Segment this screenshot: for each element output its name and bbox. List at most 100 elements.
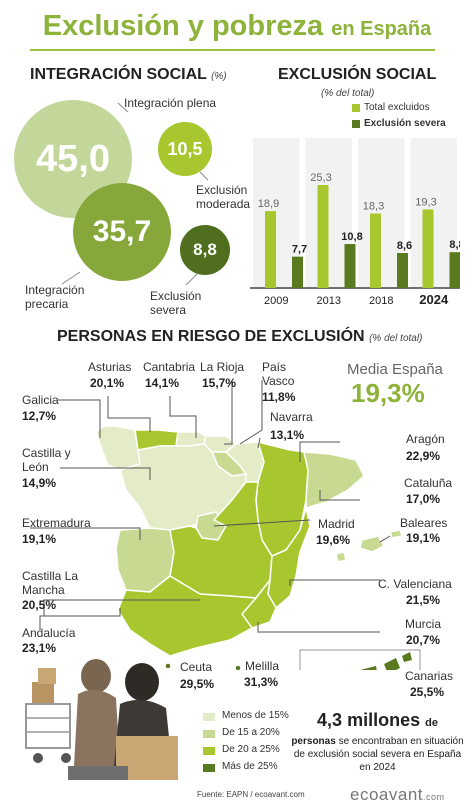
legend-swatch-0 [203, 713, 215, 721]
page-title: Exclusión y pobreza en España [42, 10, 432, 42]
region-value-murcia: 20,7% [406, 633, 441, 647]
exclusion-unit: (% del total) [321, 88, 375, 99]
bar-label-2009-total: 18,9 [258, 198, 279, 210]
bar-category-2024: 2024 [419, 292, 449, 307]
region-value-navarra: 13,1% [270, 428, 305, 442]
region-value-aragon: 22,9% [406, 449, 441, 463]
label-integracion-plena: Integración plena [124, 96, 217, 110]
region-andalucia [117, 575, 257, 657]
region-value-rioja: 15,7% [202, 376, 237, 390]
region-melilla [234, 664, 242, 670]
bar-2009-severa [292, 256, 303, 288]
highlight-block: 4,3 millones de personas se encontraban … [290, 710, 465, 774]
region-name-pvasco: País Vasco [262, 360, 295, 388]
region-name-valenciana: C. Valenciana [378, 577, 452, 591]
region-value-asturias: 20,1% [90, 376, 125, 390]
region-ceuta [164, 662, 172, 670]
legend-label-3: Más de 25% [222, 761, 278, 772]
bar-2024-severa [449, 252, 460, 288]
source-text: Fuente: EAPN / ecoavant.com [197, 790, 305, 799]
integracion-heading: INTEGRACIÓN SOCIAL (%) [30, 66, 227, 83]
region-name-cyl: Castilla y León [22, 446, 71, 474]
region-name-canarias: Canarias [405, 669, 454, 683]
region-name-aragon: Aragón [406, 432, 445, 446]
bar-label-2018-total: 18,3 [363, 201, 384, 213]
region-name-cantabria: Cantabria [143, 360, 196, 374]
bar-category-2009: 2009 [264, 295, 288, 307]
spain-map [30, 380, 421, 670]
bubble-exclusion-severa: 8,8 [180, 225, 230, 275]
region-canarias-3 [360, 666, 377, 670]
region-value-valenciana: 21,5% [406, 593, 441, 607]
region-name-ceuta: Ceuta [180, 660, 213, 674]
region-value-galicia: 12,7% [22, 409, 57, 423]
bar-group-bg-2024 [410, 138, 457, 288]
region-value-canarias: 25,5% [410, 685, 445, 699]
region-value-extremadura: 19,1% [22, 532, 57, 546]
title-divider [30, 49, 435, 51]
bar-category-2018: 2018 [369, 295, 393, 307]
bar-label-2024-total: 19,3 [415, 196, 436, 208]
region-name-clm: Castilla La Mancha [22, 569, 79, 597]
bar-label-2024-severa: 8,8 [449, 239, 460, 251]
region-value-melilla: 31,3% [244, 675, 279, 689]
region-value-ceuta: 29,5% [180, 677, 215, 691]
media-label: Media España [347, 361, 443, 378]
riesgo-heading: PERSONAS EN RIESGO DE EXCLUSIÓN (% del t… [57, 328, 423, 345]
legend-swatch-3 [203, 764, 215, 772]
bar-2024-total [422, 209, 434, 288]
region-value-pvasco: 11,8% [262, 390, 296, 404]
bar-label-2013-total: 25,3 [310, 172, 331, 184]
region-canarias-4 [384, 658, 400, 670]
bar-2009-total [265, 211, 276, 288]
bar-2013-severa [344, 244, 356, 288]
legend-swatch-2 [203, 747, 215, 755]
region-name-rioja: La Rioja [200, 360, 245, 374]
region-name-asturias: Asturias [88, 360, 132, 374]
region-name-melilla: Melilla [245, 659, 280, 673]
bar-label-2018-severa: 8,6 [397, 240, 412, 252]
legend-swatch-1 [203, 730, 215, 738]
bar-group-bg-2013 [305, 138, 352, 288]
bubble-exclusion-moderada: 10,5 [158, 122, 212, 176]
region-name-andalucia: Andalucía [22, 626, 76, 640]
region-value-cantabria: 14,1% [145, 376, 180, 390]
bubble-leader-lines [61, 102, 209, 286]
legend-label-severa: Exclusión severa [364, 118, 446, 129]
bar-category-2013: 2013 [317, 295, 341, 307]
region-baleares-ibiza [335, 551, 347, 563]
canarias-box [299, 649, 421, 670]
region-cataluna [303, 451, 365, 509]
region-canarias-5 [402, 652, 412, 662]
region-value-andalucia: 23,1% [22, 641, 57, 655]
legend-label-0: Menos de 15% [222, 710, 289, 721]
label-exclusion-moderada: Exclusión moderada [196, 183, 251, 211]
region-galicia [95, 425, 141, 471]
bar-group-bg-2018 [358, 138, 405, 288]
bar-label-2009-severa: 7,7 [292, 244, 307, 256]
legend-label-2: De 20 a 25% [222, 744, 280, 755]
bubble-integracion-precaria: 35,7 [73, 183, 171, 281]
legend-label-1: De 15 a 20% [222, 727, 280, 738]
legend-swatch-severa [352, 120, 360, 128]
region-value-baleares: 19,1% [406, 531, 441, 545]
legend-label-total: Total excluidos [364, 102, 430, 113]
label-exclusion-severa: Exclusión severa [150, 289, 202, 317]
highlight-body: personas se encontraban en situación de … [291, 736, 464, 773]
region-value-cataluna: 17,0% [406, 492, 441, 506]
region-baleares [359, 535, 385, 553]
bar-2013-total [317, 185, 329, 288]
brand-logo: ecoavant.com [350, 785, 445, 804]
region-name-extremadura: Extremadura [22, 516, 91, 530]
exclusion-bar-chart: 18,9 7,7 2009 25,3 10,8 2013 18,3 8,6 2018 19,3 8,… [250, 138, 460, 307]
highlight-title: 4,3 millones de [317, 710, 438, 730]
bar-2018-total [370, 213, 381, 288]
people-illustration [25, 659, 178, 780]
media-value: 19,3% [351, 378, 425, 408]
region-name-baleares: Baleares [400, 516, 448, 530]
bar-label-2013-severa: 10,8 [341, 231, 362, 243]
legend-swatch-total [352, 104, 360, 112]
region-name-cataluna: Cataluña [404, 476, 453, 490]
region-value-clm: 20,5% [22, 598, 57, 612]
region-name-navarra: Navarra [270, 410, 313, 424]
